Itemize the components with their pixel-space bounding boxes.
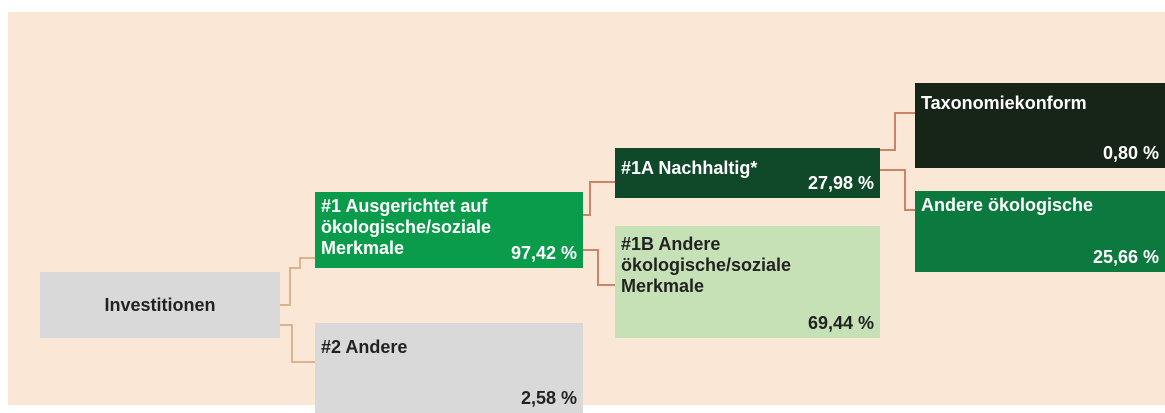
label-line: ökologische/soziale <box>621 255 792 275</box>
node: Andere ökologische 25,66 % <box>915 191 1165 272</box>
node: #2 Andere 2,58 % <box>315 323 583 413</box>
label-line: Taxonomiekonform <box>921 93 1087 113</box>
node: Investitionen <box>40 272 280 338</box>
node: Taxonomiekonform 0,80 % <box>915 83 1165 168</box>
label-line: ökologische/soziale <box>321 217 492 237</box>
node-value: 27,98 % <box>807 173 874 193</box>
connector <box>880 169 915 211</box>
label-line: Merkmale <box>621 276 705 296</box>
connector <box>583 249 615 286</box>
label-line: #2 Andere <box>321 337 408 357</box>
label-line: Merkmale <box>321 238 405 258</box>
node-value: 69,44 % <box>807 313 874 333</box>
node-label: #1 Ausgerichtet auf ökologische/soziale Me… <box>321 196 577 259</box>
node-value: 2,58 % <box>520 388 577 408</box>
label-line: Investitionen <box>104 294 216 315</box>
node-label: Andere ökologische <box>921 195 1159 216</box>
node-value: 25,66 % <box>1092 247 1159 267</box>
node-value: 97,42 % <box>510 243 577 263</box>
node: #1B Andere ökologische/soziale Merkmale 69,… <box>615 226 880 338</box>
node-label: #1A Nachhaltig* <box>621 158 874 179</box>
node: #1 Ausgerichtet auf ökologische/soziale Me… <box>315 192 583 268</box>
connector <box>280 324 315 363</box>
connector <box>280 257 315 306</box>
node-value: 0,80 % <box>1102 143 1159 163</box>
node-label: Taxonomiekonform <box>921 93 1159 114</box>
connector <box>583 181 615 216</box>
node-label: Investitionen <box>104 295 215 316</box>
node-label: #1B Andere ökologische/soziale Merkmale <box>621 234 874 297</box>
node-label: #2 Andere <box>321 337 577 358</box>
node: #1A Nachhaltig* 27,98 % <box>615 148 880 198</box>
label-line: #1 Ausgerichtet auf <box>321 196 488 216</box>
connector <box>880 112 915 151</box>
label-line: #1B Andere <box>621 234 721 254</box>
label-line: Andere ökologische <box>921 195 1094 215</box>
label-line: #1A Nachhaltig* <box>621 158 758 178</box>
